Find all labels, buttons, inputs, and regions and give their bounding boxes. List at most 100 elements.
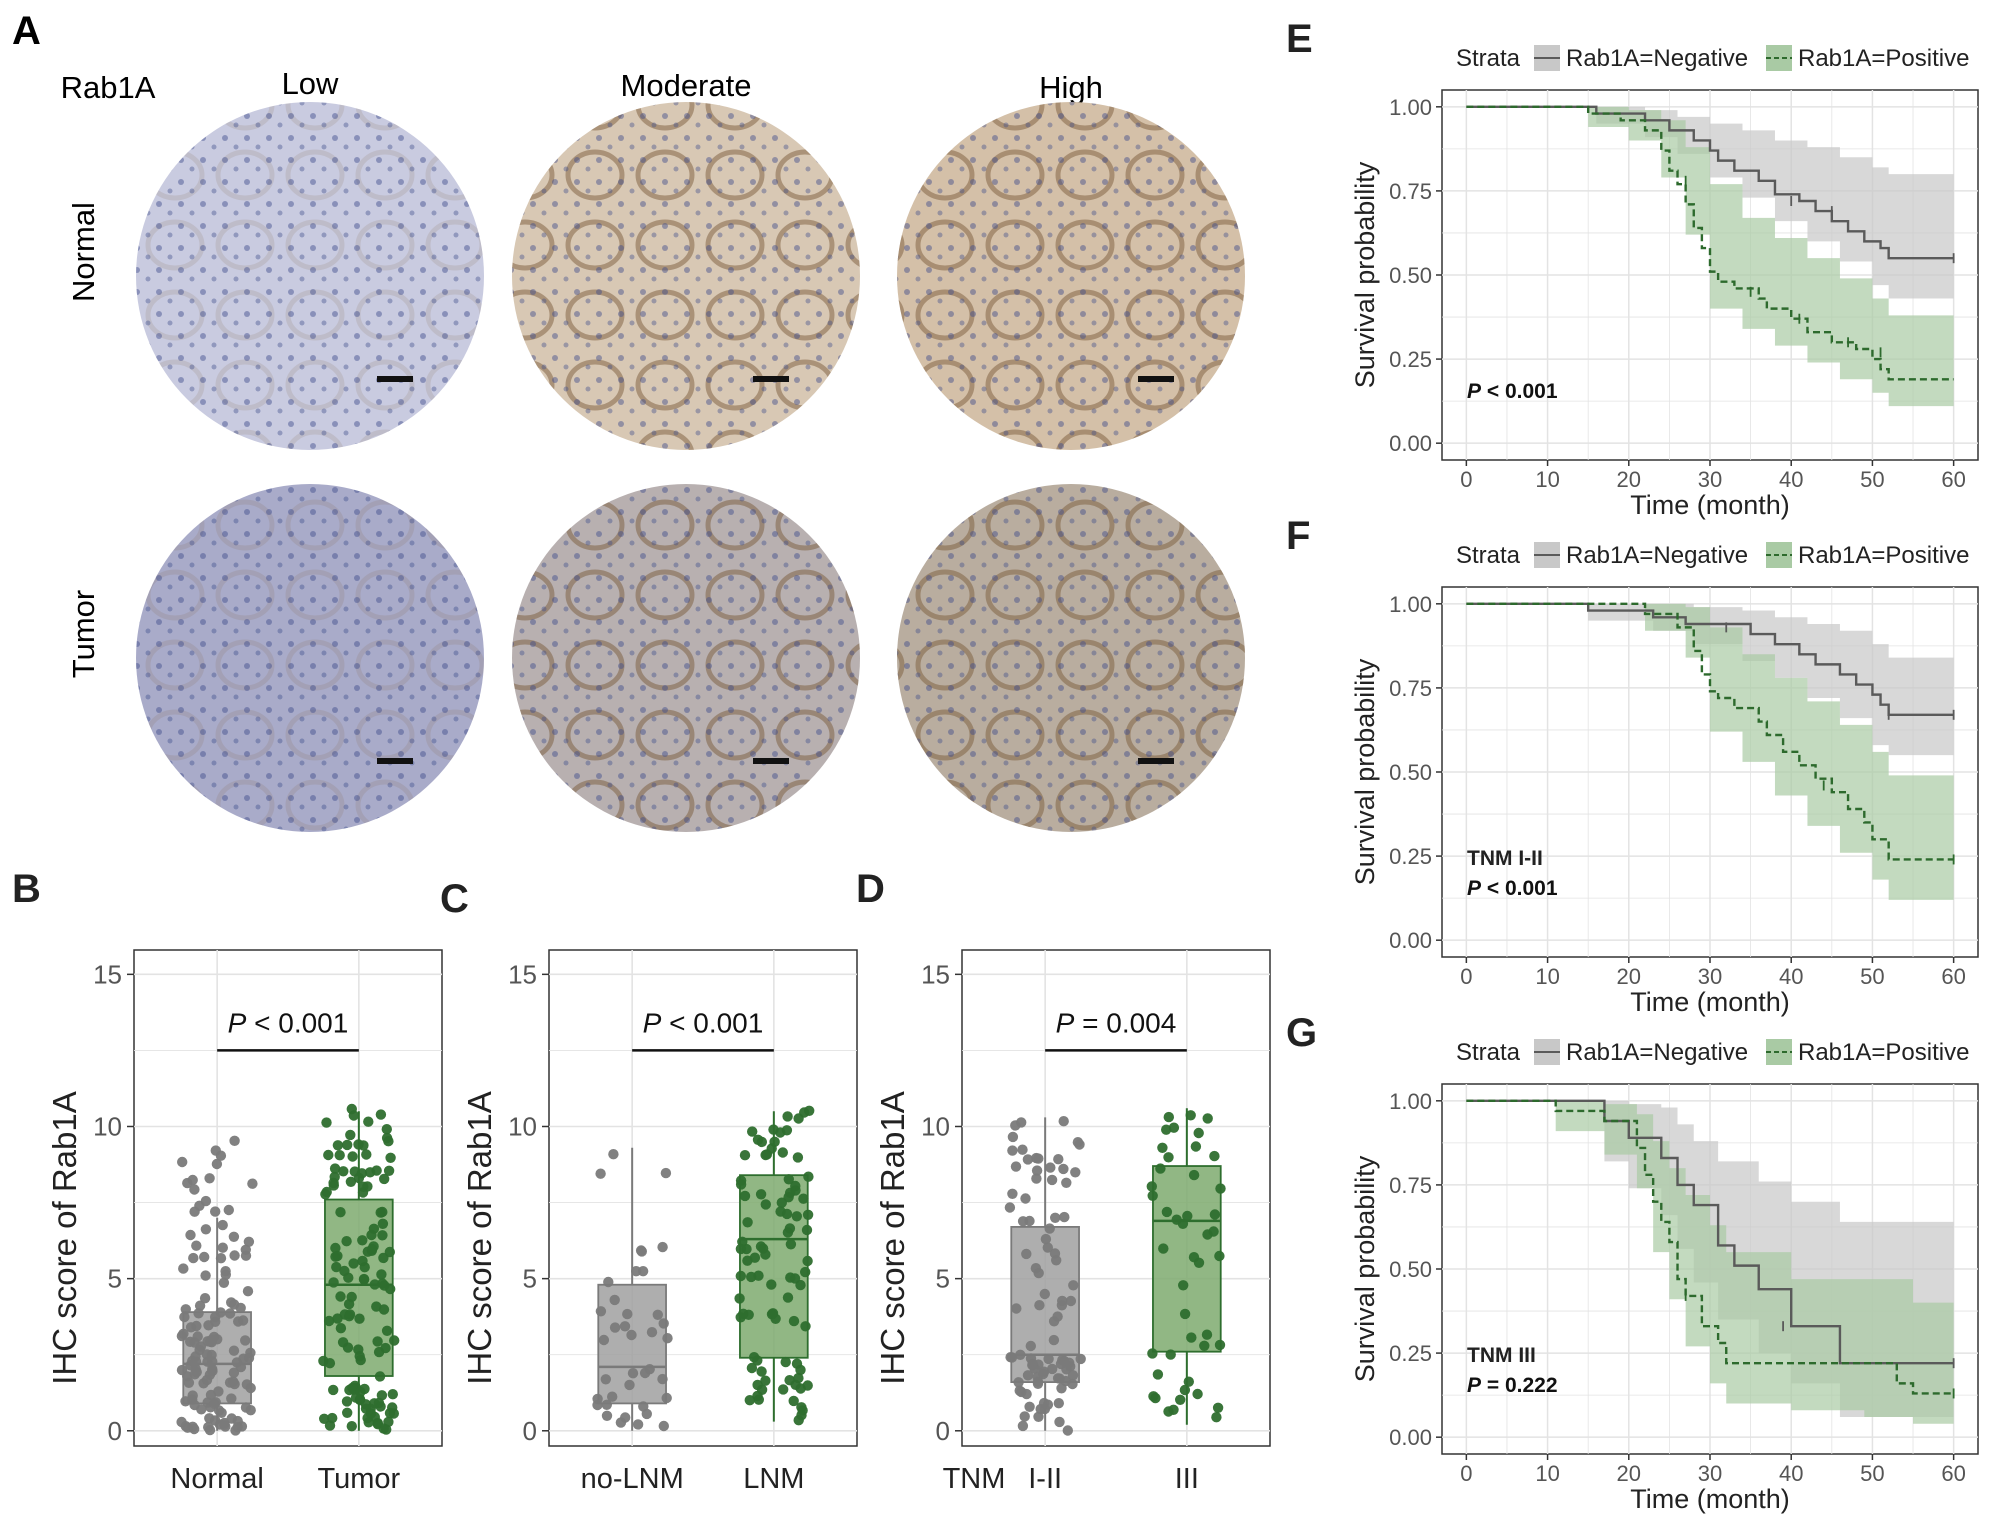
panel-d-boxplot: D 0 5 10 15 IHC score of Rab1A I-II III TNM P = 0… bbox=[856, 867, 1271, 1495]
panel-letter-f: F bbox=[1286, 514, 1310, 558]
panel-g-survival: G Strata Rab1A=Negative Rab1A=Positive 0.00 0… bbox=[1286, 1011, 1979, 1514]
annotation-pvalue: P = 0.222 bbox=[1467, 1374, 1558, 1397]
scale-bar bbox=[753, 758, 789, 764]
x-axis-label: Time (month) bbox=[1630, 490, 1790, 520]
tissue-image-normal-low bbox=[136, 102, 484, 450]
protein-label: Rab1A bbox=[61, 70, 156, 105]
legend-title: Strata bbox=[1456, 542, 1521, 569]
curve-positive bbox=[1466, 1099, 1954, 1395]
box-normal bbox=[176, 1135, 258, 1436]
y-axis-label: IHC score of Rab1A bbox=[46, 1091, 83, 1384]
legend-negative: Rab1A=Negative bbox=[1566, 542, 1748, 569]
y-tick-label: 15 bbox=[93, 959, 122, 989]
x-tick-label: 20 bbox=[1617, 467, 1641, 492]
curve-positive bbox=[1466, 602, 1954, 861]
ci-band-negative bbox=[1466, 603, 1954, 756]
y-tick-label: 0.00 bbox=[1389, 1425, 1432, 1450]
x-tick-label-no-lnm: no-LNM bbox=[581, 1463, 684, 1495]
panel-e-survival: E Strata Rab1A=Negative Rab1A=Positive 0.00 0… bbox=[1286, 17, 1979, 520]
box-no-lnm bbox=[592, 1147, 673, 1432]
ci-band-positive bbox=[1466, 106, 1954, 407]
annotation-subgroup: TNM III bbox=[1467, 1344, 1536, 1367]
y-tick-label: 15 bbox=[508, 959, 537, 989]
y-axis-label: Survival probability bbox=[1350, 1155, 1380, 1382]
significance-label: P < 0.001 bbox=[228, 1007, 349, 1038]
x-tick-label: 0 bbox=[1460, 964, 1472, 989]
y-tick-label: 1.00 bbox=[1389, 95, 1432, 120]
column-label-moderate: Moderate bbox=[621, 68, 752, 103]
x-axis-prefix: TNM bbox=[943, 1463, 1006, 1495]
legend-title: Strata bbox=[1456, 45, 1521, 72]
y-tick-label: 0.75 bbox=[1389, 1173, 1432, 1198]
y-tick-label: 15 bbox=[921, 959, 950, 989]
x-tick-label: 10 bbox=[1535, 467, 1559, 492]
y-tick-label: 10 bbox=[508, 1111, 537, 1141]
tissue-image-tumor-low bbox=[136, 484, 484, 832]
curve-negative bbox=[1466, 602, 1954, 717]
x-tick-label: 20 bbox=[1617, 964, 1641, 989]
tissue-image-normal-high bbox=[897, 102, 1245, 450]
panel-c-boxplot: C 0 5 10 15 IHC score of Rab1A no-LNM LNM P < 0.… bbox=[440, 877, 858, 1495]
x-tick-label: 40 bbox=[1779, 964, 1803, 989]
y-tick-label: 5 bbox=[936, 1264, 950, 1294]
x-tick-label-normal: Normal bbox=[170, 1463, 263, 1495]
panel-a-ihc-images: A Rab1A Low Moderate High Normal Tumor bbox=[12, 9, 1245, 832]
legend-positive: Rab1A=Positive bbox=[1798, 45, 1969, 72]
scale-bar bbox=[753, 376, 789, 382]
x-tick-label: 0 bbox=[1460, 467, 1472, 492]
row-label-tumor: Tumor bbox=[66, 590, 101, 678]
legend-negative: Rab1A=Negative bbox=[1566, 1039, 1748, 1066]
x-tick-label: 30 bbox=[1698, 467, 1722, 492]
x-tick-label: 40 bbox=[1779, 1461, 1803, 1486]
points-lnm bbox=[734, 1105, 815, 1426]
ci-band-negative bbox=[1466, 106, 1954, 299]
y-tick-label: 0 bbox=[936, 1416, 950, 1446]
y-axis-label: IHC score of Rab1A bbox=[874, 1091, 911, 1384]
panel-letter-c: C bbox=[440, 877, 469, 921]
y-tick-label: 0.25 bbox=[1389, 347, 1432, 372]
annotation-pvalue: P < 0.001 bbox=[1467, 877, 1558, 900]
points-iii bbox=[1146, 1110, 1226, 1423]
y-tick-label: 0.50 bbox=[1389, 760, 1432, 785]
box-tumor bbox=[318, 1103, 400, 1435]
y-tick-label: 0.75 bbox=[1389, 676, 1432, 701]
panel-letter-d: D bbox=[856, 867, 885, 911]
x-tick-label: 50 bbox=[1860, 964, 1884, 989]
x-tick-label-i-ii: I-II bbox=[1028, 1463, 1062, 1495]
annotation-subgroup: TNM I-II bbox=[1467, 847, 1543, 870]
x-tick-label: 10 bbox=[1535, 1461, 1559, 1486]
legend: Strata Rab1A=Negative Rab1A=Positive bbox=[1456, 1039, 1969, 1066]
x-axis-label: Time (month) bbox=[1630, 1484, 1790, 1514]
curve-negative bbox=[1466, 105, 1954, 260]
x-axis-label: Time (month) bbox=[1630, 987, 1790, 1017]
x-tick-label: 50 bbox=[1860, 1461, 1884, 1486]
x-tick-label: 40 bbox=[1779, 467, 1803, 492]
legend-title: Strata bbox=[1456, 1039, 1521, 1066]
points-no-lnm bbox=[592, 1149, 673, 1432]
x-tick-label: 60 bbox=[1941, 467, 1965, 492]
y-axis-label: Survival probability bbox=[1350, 161, 1380, 388]
curve-negative bbox=[1466, 1099, 1954, 1365]
x-tick-label: 60 bbox=[1941, 964, 1965, 989]
x-tick-label-tumor: Tumor bbox=[317, 1463, 400, 1495]
legend-positive: Rab1A=Positive bbox=[1798, 1039, 1969, 1066]
x-tick-label: 0 bbox=[1460, 1461, 1472, 1486]
curve-positive bbox=[1466, 105, 1954, 381]
panel-letter-b: B bbox=[12, 867, 41, 911]
panel-f-survival: F Strata Rab1A=Negative Rab1A=Positive 0.00 0… bbox=[1286, 514, 1979, 1017]
x-tick-label: 30 bbox=[1698, 1461, 1722, 1486]
scale-bar bbox=[377, 758, 413, 764]
x-tick-label-lnm: LNM bbox=[743, 1463, 804, 1495]
points-tumor bbox=[318, 1103, 400, 1435]
x-tick-label-iii: III bbox=[1175, 1463, 1199, 1495]
column-label-high: High bbox=[1039, 70, 1103, 105]
y-tick-label: 5 bbox=[108, 1264, 122, 1294]
scale-bar bbox=[1138, 376, 1174, 382]
box-lnm bbox=[734, 1105, 815, 1426]
x-tick-label: 20 bbox=[1617, 1461, 1641, 1486]
tissue-image-tumor-moderate bbox=[512, 484, 860, 832]
y-tick-label: 0 bbox=[523, 1416, 537, 1446]
column-label-low: Low bbox=[282, 66, 339, 101]
legend: Strata Rab1A=Negative Rab1A=Positive bbox=[1456, 542, 1969, 569]
